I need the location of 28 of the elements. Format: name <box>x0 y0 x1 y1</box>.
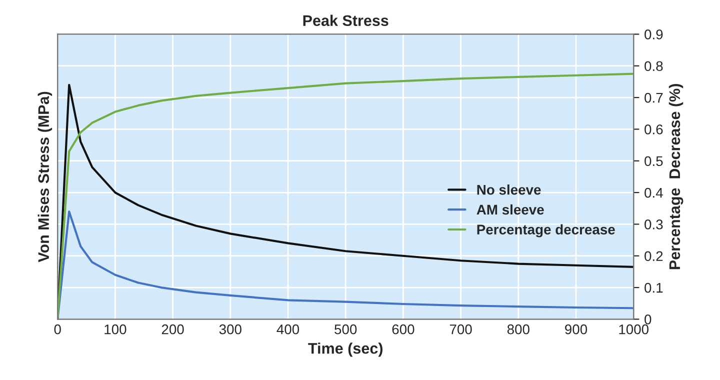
x-tick-label: 600 <box>392 324 414 334</box>
x-tick-label: 400 <box>276 324 300 334</box>
legend-label: No sleeve <box>477 184 541 195</box>
x-tick-label: 800 <box>507 324 530 334</box>
y2-tick-label: 0 <box>644 314 652 324</box>
legend-label: Percentage decrease <box>477 224 615 238</box>
y2-tick-label: 0.8 <box>644 61 663 72</box>
chart-title: Peak Stress <box>303 14 388 26</box>
x-axis-title: Time (sec) <box>308 342 382 357</box>
y2-tick-label: 0.5 <box>644 156 663 166</box>
x-tick-label: 200 <box>162 324 184 334</box>
y2-tick-label: 0.7 <box>644 92 663 103</box>
y2-tick-label: 0.1 <box>644 282 663 293</box>
y2-tick-label: 0.3 <box>644 220 663 230</box>
y2-tick-label: 0.4 <box>644 188 663 198</box>
y-axis-title: Von Mises Stress (MPa) <box>38 92 52 262</box>
x-tick-label: 100 <box>104 324 126 334</box>
x-tick-label: 500 <box>334 324 357 334</box>
x-tick-label: 300 <box>219 324 242 334</box>
y2-tick-label: 0.9 <box>644 30 663 40</box>
x-tick-label: 1000 <box>619 324 649 334</box>
x-tick-label: 0 <box>54 324 61 334</box>
y2-tick-label: 0.6 <box>644 124 663 134</box>
y2-tick-label: 0.2 <box>644 251 663 262</box>
legend-label: AM sleeve <box>476 204 544 215</box>
x-tick-label: 700 <box>450 324 472 334</box>
x-tick-label: 900 <box>565 324 588 334</box>
y2-axis-title: Percentage Decrease (%) <box>668 84 684 270</box>
